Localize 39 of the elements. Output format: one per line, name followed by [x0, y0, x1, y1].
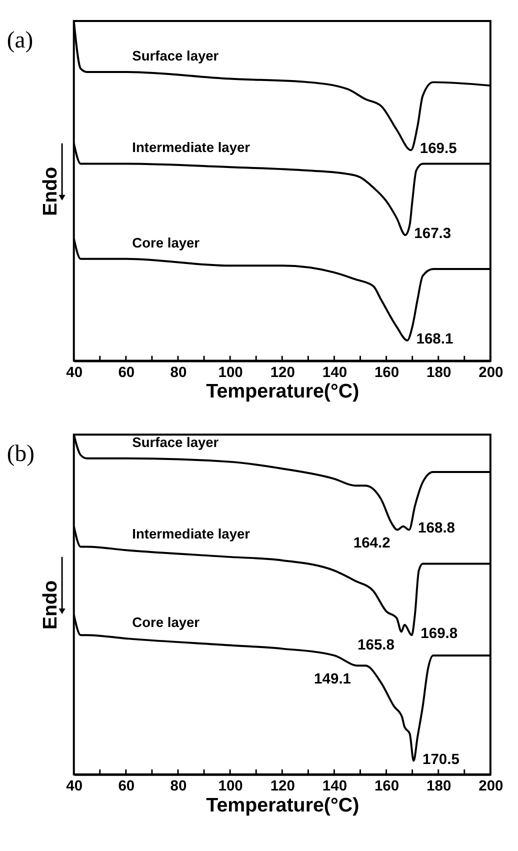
x-tick-label: 140 [322, 778, 348, 795]
series-label: Core layer [132, 235, 200, 250]
x-tick-label: 160 [374, 365, 400, 382]
x-tick-label: 120 [270, 778, 295, 795]
annotation: 168.1 [416, 331, 454, 348]
series-label: Surface layer [132, 48, 220, 64]
x-tick-label: 60 [118, 778, 135, 795]
series-label: Core layer [132, 615, 200, 630]
x-tick-label: 120 [270, 365, 295, 382]
x-tick-label: 60 [118, 365, 135, 382]
x-tick-label: 100 [218, 365, 243, 382]
chart-title: (b) [6, 441, 34, 468]
x-tick-label: 160 [374, 778, 400, 795]
y-axis-title: Endo [40, 580, 62, 630]
annotation: 165.8 [358, 637, 394, 654]
annotation: 164.2 [353, 535, 390, 552]
chart-title: (a) [6, 28, 34, 54]
annotation: 167.3 [414, 226, 452, 242]
x-tick-label: 180 [426, 365, 452, 382]
annotation: 169.8 [420, 626, 458, 642]
x-tick-label: 100 [218, 778, 243, 795]
x-axis-title: Temperature(°C) [206, 794, 360, 816]
x-axis-title: Temperature(°C) [206, 380, 360, 403]
annotation: 169.5 [420, 141, 457, 158]
annotation: 168.8 [418, 520, 456, 537]
y-axis-title: Endo [40, 166, 62, 216]
annotation: 170.5 [422, 752, 460, 768]
x-tick-label: 180 [426, 778, 452, 795]
x-tick-label: 40 [66, 778, 83, 795]
series-label: Intermediate layer [132, 526, 251, 542]
x-tick-label: 80 [170, 778, 187, 795]
x-tick-label: 200 [478, 365, 504, 382]
x-tick-label: 40 [66, 365, 83, 382]
annotation: 149.1 [314, 671, 352, 688]
x-tick-label: 200 [478, 778, 504, 795]
x-tick-label: 140 [322, 365, 348, 382]
x-tick-label: 80 [170, 365, 187, 382]
series-label: Intermediate layer [132, 140, 251, 156]
series-label: Surface layer [132, 434, 220, 450]
